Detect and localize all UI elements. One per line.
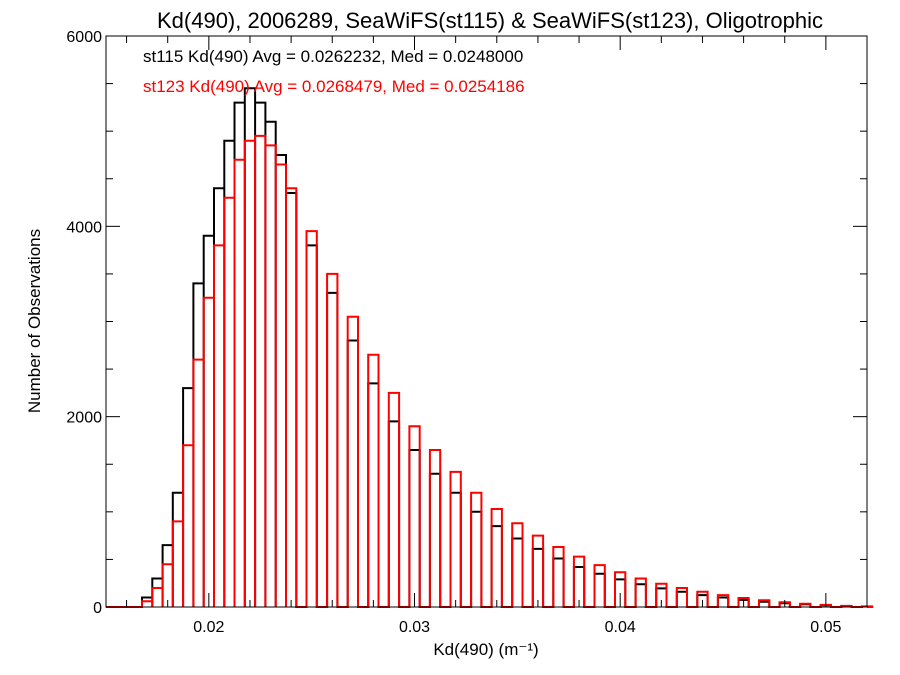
series-layer [106, 87, 874, 608]
chart-title: Kd(490), 2006289, SeaWiFS(st115) & SeaWi… [157, 8, 823, 33]
x-axis-label: Kd(490) (m⁻¹) [433, 640, 538, 659]
y-tick-label: 2000 [66, 410, 102, 427]
x-tick-label: 0.03 [399, 619, 430, 636]
series-line-st123 [106, 134, 874, 608]
y-tick-label: 0 [93, 600, 102, 617]
x-tick-label: 0.02 [193, 619, 224, 636]
series-annotation-st115: st115 Kd(490) Avg = 0.0262232, Med = 0.0… [143, 47, 523, 66]
series-annotation-st123: st123 Kd(490) Avg = 0.0268479, Med = 0.0… [143, 77, 525, 96]
y-axis-label: Number of Observations [25, 229, 44, 413]
y-tick-label: 4000 [66, 219, 102, 236]
axis-layer: 0.02 0.03 0.04 0.05 0 2000 4000 6000 [66, 29, 868, 636]
x-tick-label: 0.04 [605, 619, 636, 636]
y-tick-label: 6000 [66, 29, 102, 46]
x-tick-label: 0.05 [810, 619, 841, 636]
